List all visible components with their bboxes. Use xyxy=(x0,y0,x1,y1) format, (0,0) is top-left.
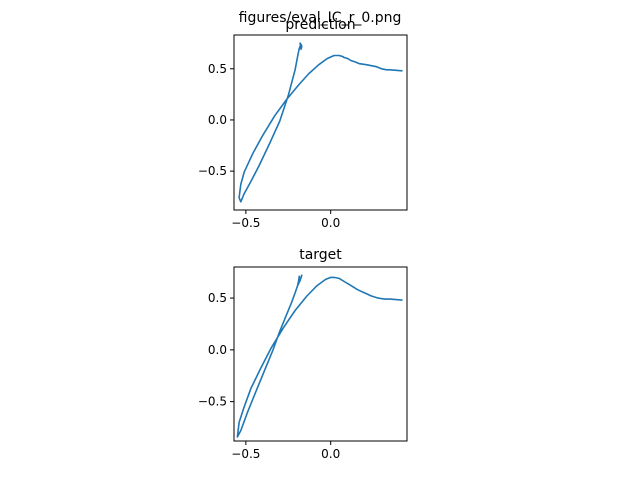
x-tick-label: −0.5 xyxy=(231,216,260,230)
x-tick-label: 0.0 xyxy=(321,447,340,461)
y-tick-label: 0.0 xyxy=(208,343,227,357)
series-line xyxy=(236,274,403,438)
y-tick-label: 0.5 xyxy=(208,291,227,305)
axes-frame xyxy=(233,266,408,442)
y-tick-label: 0.0 xyxy=(208,113,227,127)
series-line xyxy=(238,42,403,203)
subplot-title-prediction: prediction xyxy=(285,17,355,33)
x-tick-label: −0.5 xyxy=(231,447,260,461)
y-tick-label: −0.5 xyxy=(198,395,227,409)
y-tick-label: −0.5 xyxy=(198,164,227,178)
subplot-title-target: target xyxy=(299,247,342,263)
x-tick-label: 0.0 xyxy=(321,216,340,230)
y-tick-label: 0.5 xyxy=(208,62,227,76)
figure-suptitle: figures/eval_IC_r_0.png xyxy=(239,10,402,26)
axes-frame xyxy=(233,34,408,211)
subplot-prediction: prediction −0.5 0.0 −0.5 0.0 0.5 xyxy=(198,17,408,230)
subplot-target: target −0.5 0.0 −0.5 0.0 0.5 xyxy=(198,247,408,461)
